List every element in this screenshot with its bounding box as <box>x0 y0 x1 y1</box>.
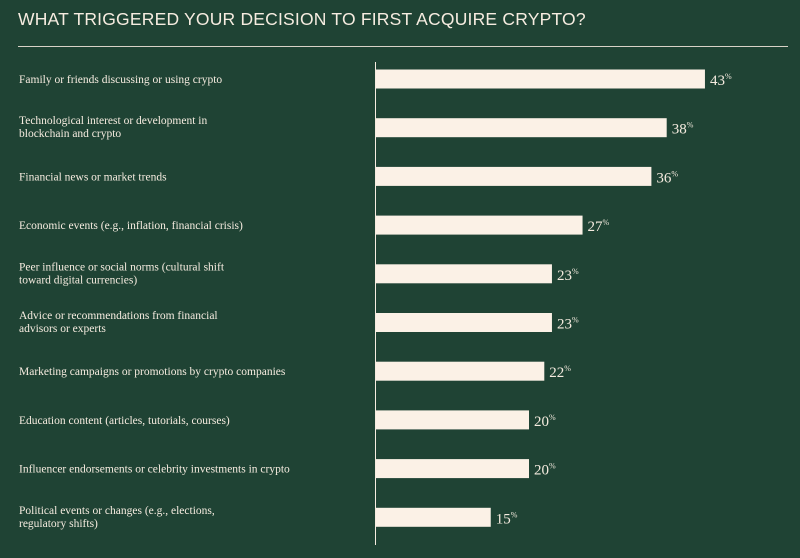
data-label-value: 20 <box>534 414 549 430</box>
data-label-percent: % <box>725 72 732 81</box>
category-label: Financial news or market trends <box>19 171 167 183</box>
data-label: 20% <box>534 462 556 479</box>
value-labels: 43%38%36%27%23%23%22%20%20%15% <box>496 72 732 527</box>
data-label-value: 36 <box>656 170 672 186</box>
bar <box>376 215 583 235</box>
category-label: Political events or changes (e.g., elect… <box>19 505 215 530</box>
category-label-line: Technological interest or development in <box>19 115 207 127</box>
data-label-percent: % <box>511 510 518 519</box>
data-label-percent: % <box>549 462 556 471</box>
bar <box>376 313 552 332</box>
data-label-percent: % <box>572 316 579 325</box>
data-label-percent: % <box>564 364 571 373</box>
category-label-line: Advice or recommendations from financial <box>19 310 218 322</box>
category-label-line: blockchain and crypto <box>19 128 121 140</box>
data-label-value: 38 <box>672 122 687 138</box>
category-label-line: Influencer endorsements or celebrity inv… <box>19 464 290 476</box>
category-label-line: Economic events (e.g., inflation, financ… <box>19 220 243 232</box>
data-label: 38% <box>672 121 694 138</box>
data-label-value: 22 <box>549 365 564 381</box>
data-label-value: 15 <box>496 511 511 527</box>
category-label-line: Family or friends discussing or using cr… <box>19 74 222 86</box>
data-label-percent: % <box>671 169 678 178</box>
category-labels: Family or friends discussing or using cr… <box>19 74 290 530</box>
category-label: Advice or recommendations from financial… <box>19 310 218 335</box>
data-label-percent: % <box>549 413 556 422</box>
bar <box>376 264 552 284</box>
data-label: 23% <box>557 316 579 333</box>
data-label-value: 23 <box>557 317 572 333</box>
data-label: 20% <box>534 413 556 430</box>
category-label: Marketing campaigns or promotions by cry… <box>19 366 286 378</box>
category-label: Economic events (e.g., inflation, financ… <box>19 220 243 232</box>
category-label: Influencer endorsements or celebrity inv… <box>19 464 290 476</box>
bar <box>376 507 491 527</box>
data-label-value: 20 <box>534 463 549 479</box>
category-label-line: Education content (articles, tutorials, … <box>19 415 230 427</box>
category-label-line: Marketing campaigns or promotions by cry… <box>19 366 286 378</box>
bar <box>376 410 529 430</box>
data-label: 23% <box>557 267 579 284</box>
data-label: 27% <box>588 218 610 235</box>
category-label: Education content (articles, tutorials, … <box>19 415 230 427</box>
category-label-line: Financial news or market trends <box>19 171 167 183</box>
bar <box>376 118 667 138</box>
data-label-percent: % <box>572 267 579 276</box>
bar <box>376 69 705 89</box>
data-label-percent: % <box>687 121 694 130</box>
category-label-line: Political events or changes (e.g., elect… <box>19 505 215 517</box>
category-label: Technological interest or development in… <box>19 115 207 140</box>
bar <box>376 459 529 479</box>
title-divider <box>18 46 788 47</box>
category-label-line: advisors or experts <box>19 323 106 335</box>
bars <box>376 69 705 527</box>
data-label-value: 27 <box>588 219 604 235</box>
data-label-value: 43 <box>710 73 725 89</box>
bar <box>376 361 545 381</box>
bar <box>376 166 652 186</box>
data-label: 22% <box>549 364 571 381</box>
category-label-line: toward digital currencies) <box>19 274 137 286</box>
data-label-value: 23 <box>557 268 572 284</box>
data-label: 15% <box>496 510 518 527</box>
data-label: 43% <box>710 72 732 89</box>
category-label-line: Peer influence or social norms (cultural… <box>19 261 225 273</box>
data-label-percent: % <box>603 218 610 227</box>
category-label-line: regulatory shifts) <box>19 518 98 530</box>
category-label: Family or friends discussing or using cr… <box>19 74 222 86</box>
data-label: 36% <box>656 169 678 186</box>
category-label: Peer influence or social norms (cultural… <box>19 261 225 286</box>
chart-title: WHAT TRIGGERED YOUR DECISION TO FIRST AC… <box>18 9 586 29</box>
